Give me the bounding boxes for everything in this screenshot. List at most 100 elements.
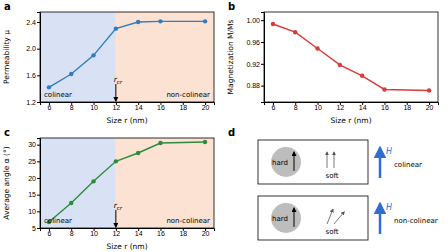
x-tick: 8 <box>70 228 74 237</box>
y-axis: 51015202530 <box>28 139 40 232</box>
y-tick: 1.6 <box>26 72 40 79</box>
point <box>136 151 140 155</box>
x-tick: 14 <box>135 102 143 111</box>
x-tick-label: 12 <box>112 104 120 111</box>
x-tick: 18 <box>179 228 187 237</box>
x-tick: 10 <box>314 102 322 111</box>
panel: 681012141618201.21.62.02.4aSize r (nm)Pe… <box>2 1 215 125</box>
plot-area <box>271 22 432 93</box>
x-tick: 12 <box>112 228 120 237</box>
y-tick: 25 <box>28 158 40 165</box>
hard-phase <box>271 203 301 233</box>
soft-moment <box>334 152 335 168</box>
y-tick-mark <box>37 145 40 146</box>
y-tick-mark <box>37 75 40 76</box>
x-tick-label: 18 <box>179 104 187 111</box>
hard-phase <box>271 147 301 177</box>
x-tick: 20 <box>202 102 210 111</box>
y-tick: 5 <box>32 225 40 232</box>
y-axis: 0.880.920.961.00 <box>246 13 264 103</box>
annotation-subscript: cr <box>117 205 123 211</box>
point <box>69 72 73 76</box>
field-arrow <box>379 204 382 234</box>
y-tick-mark <box>37 49 40 50</box>
x-tick: 18 <box>179 102 187 111</box>
x-axis-line <box>41 229 215 232</box>
panel: 681012141618200.880.920.961.00bSize r (n… <box>226 1 439 125</box>
y-tick-mark <box>37 161 40 162</box>
soft-moment <box>327 152 328 168</box>
x-tick: 8 <box>70 102 74 111</box>
x-tick: 16 <box>157 102 165 111</box>
x-tick: 6 <box>47 228 51 237</box>
soft-label: soft <box>325 172 338 180</box>
plot-area <box>40 138 214 228</box>
x-tick: 20 <box>426 102 434 111</box>
x-tick-label: 20 <box>202 104 210 111</box>
x-axis-title: Size r (nm) <box>106 242 147 251</box>
region <box>116 138 214 228</box>
x-axis-title: Size r (nm) <box>330 116 371 125</box>
y-tick: 1.2 <box>26 99 40 106</box>
region <box>40 12 116 102</box>
region-label: non-colinear <box>166 91 210 99</box>
y-tick: 2.0 <box>26 45 40 52</box>
figure: 681012141618201.21.62.02.4aSize r (nm)Pe… <box>0 0 448 252</box>
x-axis: 68101214161820 <box>41 102 215 111</box>
x-tick-label: 6 <box>47 230 51 237</box>
field-label: H <box>386 147 392 156</box>
x-axis-line <box>265 103 439 106</box>
plot-area <box>40 12 214 102</box>
point <box>158 141 162 145</box>
point <box>271 22 275 26</box>
y-tick-label: 1.2 <box>26 99 36 106</box>
point <box>293 30 297 34</box>
x-tick: 20 <box>202 228 210 237</box>
point <box>338 63 342 67</box>
soft-moment <box>334 212 344 224</box>
x-axis-title: Size r (nm) <box>106 116 147 125</box>
x-tick: 8 <box>294 102 298 111</box>
x-tick-label: 8 <box>70 230 74 237</box>
panel-label: a <box>4 1 11 12</box>
point <box>69 201 73 205</box>
hard-moment <box>294 208 295 227</box>
region-label: colinear <box>44 217 72 225</box>
x-tick: 18 <box>403 102 411 111</box>
y-tick-label: 1.6 <box>26 72 36 79</box>
point <box>360 74 364 78</box>
y-tick: 0.88 <box>246 82 264 89</box>
x-tick-label: 18 <box>403 104 411 111</box>
region <box>116 12 214 102</box>
hard-moment <box>294 152 295 171</box>
soft-moment <box>327 209 333 224</box>
y-tick: 10 <box>28 208 40 215</box>
x-tick-label: 6 <box>47 104 51 111</box>
y-tick-label: 0.96 <box>246 39 260 46</box>
point <box>91 179 95 183</box>
x-tick-label: 14 <box>359 104 367 111</box>
y-tick: 15 <box>28 191 40 198</box>
soft-label: soft <box>325 228 338 236</box>
y-tick-label: 1.00 <box>246 17 260 24</box>
line <box>49 21 205 87</box>
x-tick: 14 <box>359 102 367 111</box>
field-label: H <box>386 203 392 212</box>
x-tick-label: 12 <box>336 104 344 111</box>
point <box>315 46 319 50</box>
y-tick-mark <box>261 42 264 43</box>
point <box>203 19 207 23</box>
y-tick-mark <box>261 64 264 65</box>
y-tick-label: 30 <box>28 141 36 148</box>
region-label: colinear <box>44 91 72 99</box>
y-axis: 1.21.62.02.4 <box>26 13 40 106</box>
frame <box>40 138 214 228</box>
x-tick-label: 12 <box>112 230 120 237</box>
x-tick-label: 14 <box>135 104 143 111</box>
annotation-arrow <box>115 84 116 101</box>
y-tick-label: 15 <box>28 191 36 198</box>
frame <box>264 12 438 102</box>
point <box>114 159 118 163</box>
y-tick: 1.00 <box>246 17 264 24</box>
x-tick: 12 <box>336 102 344 111</box>
